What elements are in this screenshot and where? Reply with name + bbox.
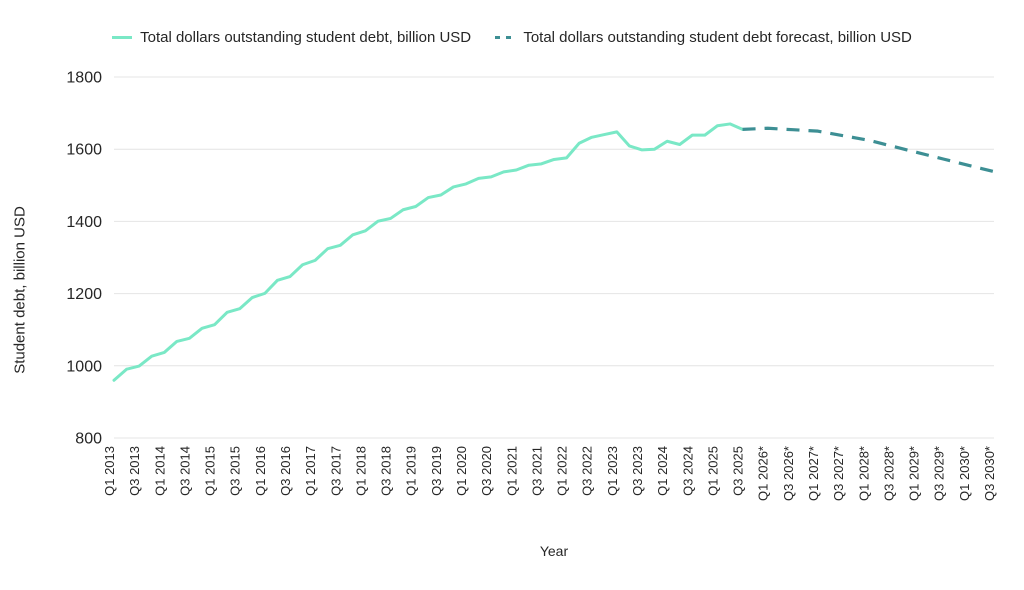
svg-text:800: 800 [75,431,102,448]
svg-text:1000: 1000 [66,358,102,375]
svg-text:1400: 1400 [66,214,102,231]
svg-text:Q3 2014: Q3 2014 [177,446,192,496]
svg-text:Q1 2014: Q1 2014 [152,446,167,496]
svg-text:Q3 2023: Q3 2023 [630,446,645,496]
svg-text:Q3 2013: Q3 2013 [127,446,142,496]
svg-text:Q3 2020: Q3 2020 [479,446,494,496]
svg-text:Q3 2019: Q3 2019 [429,446,444,496]
svg-text:Q1 2027*: Q1 2027* [806,446,821,501]
svg-text:Q3 2015: Q3 2015 [228,446,243,496]
svg-text:Q1 2021: Q1 2021 [504,446,519,496]
svg-text:Q3 2030*: Q3 2030* [982,446,997,501]
svg-text:Q1 2022: Q1 2022 [555,446,570,496]
svg-text:Q3 2021: Q3 2021 [529,446,544,496]
svg-text:1600: 1600 [66,142,102,159]
svg-text:Q3 2017: Q3 2017 [328,446,343,496]
svg-text:Q1 2025: Q1 2025 [705,446,720,496]
svg-text:Q1 2026*: Q1 2026* [756,446,771,501]
svg-text:1200: 1200 [66,286,102,303]
svg-text:Q1 2023: Q1 2023 [605,446,620,496]
svg-text:Q1 2019: Q1 2019 [404,446,419,496]
svg-text:Q1 2028*: Q1 2028* [856,446,871,501]
svg-text:Q1 2029*: Q1 2029* [907,446,922,501]
svg-text:Q3 2016: Q3 2016 [278,446,293,496]
svg-text:Q3 2028*: Q3 2028* [881,446,896,501]
svg-text:Q1 2020: Q1 2020 [454,446,469,496]
svg-text:Q1 2030*: Q1 2030* [957,446,972,501]
svg-text:1800: 1800 [66,70,102,87]
svg-text:Q3 2029*: Q3 2029* [932,446,947,501]
svg-text:Q1 2016: Q1 2016 [253,446,268,496]
svg-text:Q3 2027*: Q3 2027* [831,446,846,501]
svg-text:Q3 2022: Q3 2022 [580,446,595,496]
svg-text:Q1 2015: Q1 2015 [203,446,218,496]
svg-text:Q1 2018: Q1 2018 [353,446,368,496]
svg-text:Q1 2017: Q1 2017 [303,446,318,496]
svg-text:Q3 2025: Q3 2025 [731,446,746,496]
svg-text:Q3 2026*: Q3 2026* [781,446,796,501]
svg-text:Q3 2018: Q3 2018 [379,446,394,496]
svg-text:Q1 2024: Q1 2024 [655,446,670,496]
svg-text:Q3 2024: Q3 2024 [680,446,695,496]
svg-text:Q1 2013: Q1 2013 [102,446,117,496]
